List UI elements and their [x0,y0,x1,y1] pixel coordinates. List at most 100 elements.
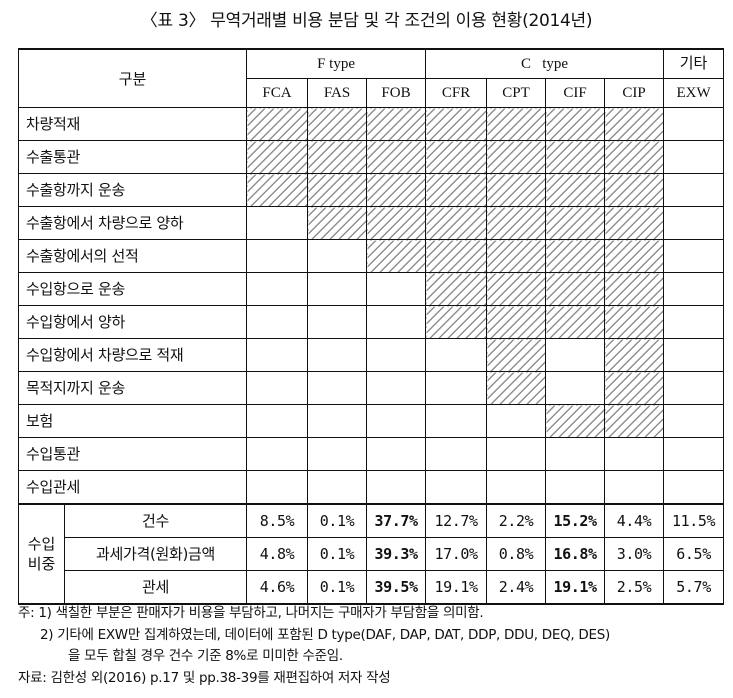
seller-cost-cell [604,140,665,174]
cost-row-label: 수출통관 [17,140,248,174]
share-row-label: 과세가격(원화)금액 [63,537,248,571]
cost-row-label: 수입항에서 차량으로 적재 [17,338,248,372]
cost-row: 수출항에서의 선적 [17,239,725,273]
seller-cost-cell [307,206,368,240]
share-value-cell: 2.5% [604,570,665,605]
seller-cost-cell [545,140,606,174]
buyer-cost-cell [246,206,309,240]
seller-cost-cell [425,239,488,273]
share-value-cell: 11.5% [663,503,725,538]
seller-cost-cell [366,173,427,207]
table-title: 〈표 3〉 무역거래별 비용 분담 및 각 조건의 이용 현황(2014년) [140,11,593,31]
seller-cost-cell [425,305,488,339]
seller-cost-cell [604,338,665,372]
seller-cost-cell [425,173,488,207]
buyer-cost-cell [425,338,488,372]
footnote-1: 주: 1) 색칠한 부분은 판매자가 비용을 부담하고, 나머지는 구매자가 부… [18,605,484,621]
seller-cost-cell [545,272,606,306]
share-value-cell: 39.5% [366,570,427,605]
header-term-fca: FCA [246,78,309,108]
seller-cost-cell [486,305,547,339]
seller-cost-cell [425,140,488,174]
buyer-cost-cell [486,437,547,471]
header-term-cip: CIP [604,78,665,108]
seller-cost-cell [366,239,427,273]
cost-row-label: 수입항으로 운송 [17,272,248,306]
buyer-cost-cell [425,437,488,471]
buyer-cost-cell [663,305,725,339]
seller-cost-cell [366,140,427,174]
seller-cost-cell [486,371,547,405]
seller-cost-cell [307,173,368,207]
header-group-f-type: F type [246,48,427,79]
share-value-cell: 19.1% [425,570,488,605]
seller-cost-cell [604,173,665,207]
buyer-cost-cell [425,371,488,405]
buyer-cost-cell [545,338,606,372]
header-term-fas: FAS [307,78,368,108]
cost-row-label: 수출항에서 차량으로 양하 [17,206,248,240]
buyer-cost-cell [366,404,427,438]
share-row: 관세 4.6% 0.1% 39.5% 19.1% 2.4% 19.1% 2.5% 5.7% [19,570,725,605]
seller-cost-cell [545,206,606,240]
source-note: 자료: 김한성 외(2016) p.17 및 pp.38-39를 재편집하여 저… [18,669,391,686]
cost-row-label: 수입항에서 양하 [17,305,248,339]
seller-cost-cell [545,404,606,438]
seller-cost-cell [604,206,665,240]
buyer-cost-cell [663,206,725,240]
buyer-cost-cell [663,239,725,273]
buyer-cost-cell [366,272,427,306]
buyer-cost-cell [663,404,725,438]
share-value-cell: 12.7% [425,503,488,538]
buyer-cost-cell [246,305,309,339]
buyer-cost-cell [307,470,368,505]
buyer-cost-cell [663,107,725,141]
buyer-cost-cell [246,470,309,505]
share-value-cell: 2.4% [486,570,547,605]
cost-row: 수입항으로 운송 [17,272,725,306]
import-share-label-line-2: 비중 [27,555,56,573]
share-value-cell: 0.1% [307,570,368,605]
buyer-cost-cell [663,272,725,306]
cost-row: 수출항까지 운송 [17,173,725,207]
share-value-cell: 3.0% [604,537,665,571]
share-row: 과세가격(원화)금액 4.8% 0.1% 39.3% 17.0% 0.8% 16.8% 3.0… [19,537,725,571]
buyer-cost-cell [486,470,547,505]
share-value-cell: 4.8% [246,537,309,571]
share-value-cell: 0.1% [307,503,368,538]
header-term-fob: FOB [366,78,427,108]
seller-cost-cell [366,206,427,240]
seller-cost-cell [307,107,368,141]
seller-cost-cell [604,272,665,306]
cost-row-label: 수출항에서의 선적 [17,239,248,273]
buyer-cost-cell [307,272,368,306]
header-group-c-type: C type [425,48,665,79]
cost-row: 보험 [17,404,725,438]
cost-row: 목적지까지 운송 [17,371,725,405]
share-value-cell: 5.7% [663,570,725,605]
buyer-cost-cell [246,371,309,405]
header-term-cfr: CFR [425,78,488,108]
share-value-cell: 37.7% [366,503,427,538]
buyer-cost-cell [366,305,427,339]
buyer-cost-cell [663,173,725,207]
cost-row-label: 수출항까지 운송 [17,173,248,207]
buyer-cost-cell [663,470,725,505]
share-row-label: 관세 [63,570,248,605]
buyer-cost-cell [246,437,309,471]
buyer-cost-cell [663,140,725,174]
seller-cost-cell [486,239,547,273]
cost-row: 차량적재 [17,107,725,141]
buyer-cost-cell [366,470,427,505]
share-value-cell: 0.8% [486,537,547,571]
cost-row-label: 수입관세 [17,470,248,505]
import-share-label-line-1: 수입 [27,535,56,553]
seller-cost-cell [604,107,665,141]
share-value-cell: 0.1% [307,537,368,571]
buyer-cost-cell [246,338,309,372]
seller-cost-cell [604,404,665,438]
buyer-cost-cell [545,470,606,505]
cost-row: 수출항에서 차량으로 양하 [17,206,725,240]
share-row: 수입 비중 건수 8.5% 0.1% 37.7% 12.7% 2.2% 15.2% 4.4% 11.… [18,503,725,605]
